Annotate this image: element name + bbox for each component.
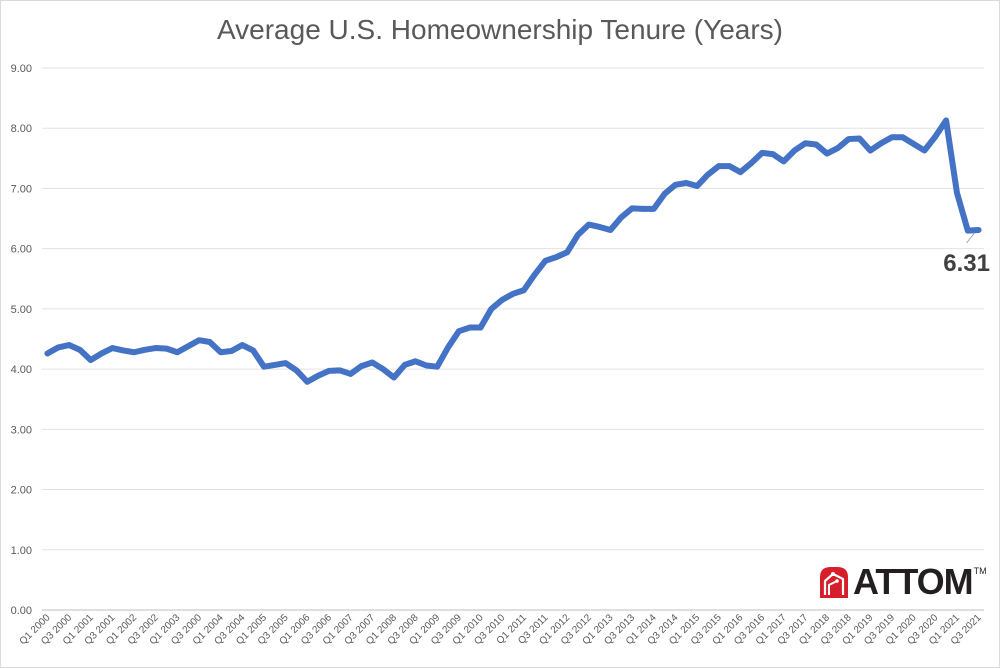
data-label: 6.31: [943, 250, 990, 277]
y-tick-label: 9.00: [11, 63, 32, 75]
attom-logo-mark-icon: [820, 567, 848, 598]
gridlines: [42, 67, 984, 611]
y-tick-label: 0.00: [11, 605, 32, 617]
y-tick-label: 4.00: [11, 364, 32, 376]
series-line: [44, 117, 982, 385]
data-label-leader: [966, 232, 975, 244]
y-tick-label: 2.00: [11, 485, 32, 497]
y-tick-label: 7.00: [11, 183, 32, 195]
attom-logo: ATTOM TM: [817, 562, 987, 602]
logo-trademark: TM: [973, 566, 987, 576]
logo-wordmark: ATTOM: [853, 561, 974, 602]
y-tick-label: 6.00: [11, 244, 32, 256]
y-tick-label: 3.00: [11, 424, 32, 436]
y-axis-ticks: 0.00 1.00 2.00 3.00 4.00 5.00 6.00 7.00 8.00 9.00: [11, 63, 32, 617]
y-tick-label: 1.00: [11, 545, 32, 557]
y-tick-label: 8.00: [11, 123, 32, 135]
y-tick-label: 5.00: [11, 304, 32, 316]
chart-title: Average U.S. Homeownership Tenure (Years…: [216, 14, 783, 45]
